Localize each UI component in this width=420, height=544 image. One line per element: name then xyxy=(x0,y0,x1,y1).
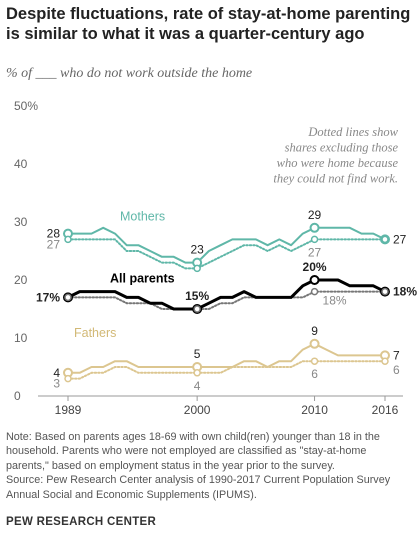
data-label: 18% xyxy=(323,294,347,308)
y-tick-label: 50% xyxy=(14,99,38,113)
data-label: 27 xyxy=(308,245,322,259)
data-label: 27 xyxy=(47,237,61,251)
dotted-line-annotation: who were home because xyxy=(277,156,399,170)
title-line-1: Despite fluctuations, rate of stay-at-ho… xyxy=(6,5,411,23)
data-point-marker xyxy=(381,235,389,244)
data-label: 18% xyxy=(393,285,417,299)
data-label: 7 xyxy=(393,348,400,362)
data-point-marker xyxy=(309,222,320,233)
source-line-2: Annual Social and Economic Supplements (… xyxy=(6,488,257,501)
data-label: 20% xyxy=(303,260,327,274)
data-point-marker xyxy=(309,275,320,285)
data-label: 15% xyxy=(185,289,209,303)
data-point-marker xyxy=(310,287,319,296)
data-label: 3 xyxy=(53,377,60,391)
x-tick-label: 2016 xyxy=(372,403,399,417)
data-point-marker xyxy=(309,338,320,349)
note-block: Note: Based on parents ages 18-69 with o… xyxy=(6,430,414,502)
x-tick-label: 2000 xyxy=(184,403,211,417)
source-line-1: Source: Pew Research Center analysis of … xyxy=(6,474,391,487)
data-label: 4 xyxy=(53,366,60,380)
data-point-marker xyxy=(310,357,319,365)
org-credit: PEW RESEARCH CENTER xyxy=(6,516,157,528)
series-name-label: Mothers xyxy=(120,209,165,223)
data-label: 29 xyxy=(308,208,322,222)
series-line xyxy=(67,226,386,264)
data-label: 9 xyxy=(311,324,318,338)
chart-subtitle: % of ___ who do not work outside the hom… xyxy=(6,66,253,81)
data-label: 4 xyxy=(194,379,201,393)
data-point-marker xyxy=(381,287,389,296)
data-point-marker xyxy=(310,235,319,244)
data-point-marker xyxy=(193,305,201,313)
note-line-1: Note: Based on parents ages 18-69 with o… xyxy=(6,431,380,443)
data-point-marker xyxy=(64,293,72,302)
data-point-marker xyxy=(64,235,72,244)
series-name-label: All parents xyxy=(110,271,175,285)
x-tick-label: 2010 xyxy=(301,403,328,417)
y-tick-label: 40 xyxy=(14,157,28,171)
data-label: 17% xyxy=(36,290,60,304)
data-point-marker xyxy=(381,357,389,365)
x-tick-label: 1989 xyxy=(55,403,82,417)
dotted-line-annotation: Dotted lines show xyxy=(307,125,398,139)
data-point-marker xyxy=(64,374,72,383)
data-point-marker xyxy=(193,369,201,377)
title-line-2: is similar to what it was a quarter-cent… xyxy=(6,25,365,43)
dotted-line-annotation: shares excluding those xyxy=(285,141,399,155)
series-line xyxy=(67,360,386,380)
dotted-line-annotation: they could not find work. xyxy=(273,172,398,186)
series-line xyxy=(67,342,386,374)
series-line xyxy=(67,238,386,270)
data-label: 6 xyxy=(311,367,318,381)
note-line-2: household. Parents who were not employed… xyxy=(6,445,367,458)
series-name-label: Fathers xyxy=(74,326,116,340)
series-line xyxy=(67,290,386,310)
data-point-marker xyxy=(193,264,201,273)
note-line-3: parents," based on employment status in … xyxy=(6,459,335,472)
data-label: 27 xyxy=(393,232,407,246)
series-line xyxy=(66,278,387,311)
y-tick-label: 30 xyxy=(14,215,28,229)
chart-title: Despite fluctuations, rate of stay-at-ho… xyxy=(6,4,414,44)
y-tick-label: 0 xyxy=(14,389,21,403)
data-label: 6 xyxy=(393,363,400,377)
y-tick-label: 20 xyxy=(14,273,28,287)
data-label: 5 xyxy=(194,347,201,361)
data-label: 28 xyxy=(47,227,61,241)
y-tick-label: 10 xyxy=(14,331,28,345)
data-label: 23 xyxy=(190,243,204,257)
